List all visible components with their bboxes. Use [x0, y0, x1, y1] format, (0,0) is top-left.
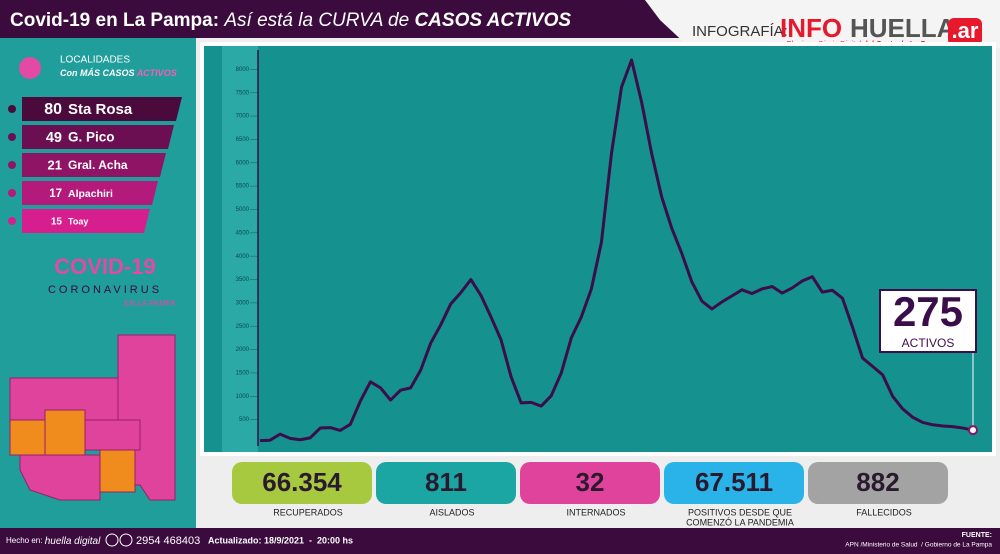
row-bar	[22, 181, 158, 205]
y-tick-label: 4000	[236, 254, 250, 260]
row-count: 80	[44, 101, 62, 118]
row-count: 21	[48, 157, 62, 172]
footer-made: Hecho en: huella digital	[6, 536, 101, 547]
whatsapp-icon	[119, 533, 133, 547]
y-tick-label: 5500	[236, 184, 250, 190]
data-line	[259, 58, 974, 443]
row-name: G. Pico	[68, 130, 115, 145]
footer-updated: Actualizado: 18/9/2021 - 20:00 hs	[208, 535, 353, 545]
brand-band	[645, 0, 1000, 48]
callout-box	[879, 289, 977, 353]
y-tick-label: 7500	[236, 90, 250, 96]
virus-icon	[19, 57, 41, 79]
row-icon	[8, 133, 16, 141]
stat-value: 67.511	[695, 467, 773, 497]
stat-value: 811	[425, 467, 467, 497]
y-tick-label: 3500	[236, 277, 250, 283]
footer-source-title: FUENTE:	[962, 532, 992, 539]
last-point	[968, 425, 978, 436]
row-name: Alpachiri	[68, 188, 113, 200]
stat-box	[664, 462, 804, 504]
y-tick-label: 3000	[236, 300, 250, 306]
made-part: huella digital	[45, 536, 101, 547]
map-region	[19, 454, 101, 501]
brand-ar: .ar	[952, 18, 979, 43]
row-count: 49	[46, 130, 62, 146]
phone-icon	[105, 533, 119, 547]
stats: 66.354 RECUPERADOS 811 AISLADOS 32 INTERNADOS…	[232, 462, 948, 527]
stat-label: POSITIVOS DESDE QUE	[688, 507, 792, 517]
row-icon	[8, 217, 16, 225]
title-part: Covid-19 en La Pampa:	[10, 10, 219, 31]
row-name: Gral. Acha	[68, 158, 128, 172]
y-tick-label: 2500	[236, 324, 250, 330]
row-icon	[8, 161, 16, 169]
row-bar	[22, 97, 182, 121]
brand-huella: HUELLA	[850, 13, 956, 43]
chart-area	[204, 46, 992, 452]
y-tick-label: 1500	[236, 371, 250, 377]
covid-logo-2: CORONAVIRUS	[48, 284, 162, 296]
brand-label: INFOGRAFÍA:	[692, 23, 788, 40]
stat-box	[808, 462, 948, 504]
chart: 500 1000 1500 2000 2500 3000 3500 4000 4500 5000 5…	[236, 50, 978, 446]
stat-value: 66.354	[262, 467, 342, 497]
y-axis-strip	[222, 46, 258, 452]
footer-phone: 2954 468403	[136, 535, 200, 547]
footer-source: APN /Ministerio de Salud / Gobierno de L…	[845, 542, 992, 549]
covid-logo-1: COVID-19	[54, 254, 155, 279]
y-tick-label: 8000	[236, 67, 250, 73]
y-tick-label: 6000	[236, 160, 250, 166]
map-region	[84, 419, 141, 451]
y-tick-label: 7000	[236, 114, 250, 120]
row-count: 17	[49, 188, 62, 200]
map	[9, 334, 176, 501]
stat-box	[376, 462, 516, 504]
covid-logo-3: EN LA PAMPA	[124, 299, 176, 308]
row-name: Toay	[68, 216, 88, 226]
stat-label: RECUPERADOS	[273, 507, 343, 517]
map-region	[99, 449, 136, 493]
subtitle-part: Con MÁS CASOS	[60, 68, 135, 78]
row-bar	[22, 153, 166, 177]
localidades-subtitle: Con MÁS CASOS ACTIVOS	[60, 68, 177, 78]
localidades-list: 80 Sta Rosa 49 G. Pico 21 Gral. Acha 17 Alpachi…	[8, 97, 182, 233]
y-tick-label: 5000	[236, 207, 250, 213]
row-bar	[22, 125, 174, 149]
y-tick-label: 1000	[236, 394, 250, 400]
row-icon	[8, 105, 16, 113]
map-region	[9, 419, 46, 456]
stat-label: INTERNADOS	[566, 507, 625, 517]
y-tick-label: 2000	[236, 347, 250, 353]
subtitle-part: ACTIVOS	[136, 68, 177, 78]
title: Covid-19 en La Pampa: Así está la CURVA …	[10, 10, 571, 31]
title-part: CASOS ACTIVOS	[414, 10, 571, 31]
brand-info: INFO	[780, 13, 842, 43]
stat-value: 32	[576, 467, 605, 497]
map-region	[44, 409, 86, 456]
row-count: 15	[51, 217, 63, 228]
row-bar	[22, 209, 150, 233]
y-tick-label: 4500	[236, 230, 250, 236]
y-tick-label: 500	[239, 417, 250, 423]
stat-label: FALLECIDOS	[856, 507, 912, 517]
row-name: Sta Rosa	[68, 101, 133, 118]
callout-value: 275	[893, 288, 963, 335]
brand-ar-box	[948, 18, 982, 46]
made-part: Hecho en:	[6, 536, 42, 545]
stat-value: 882	[856, 467, 899, 497]
localidades-title: LOCALIDADES	[60, 55, 130, 66]
stat-box	[232, 462, 372, 504]
callout-label: ACTIVOS	[902, 336, 955, 350]
title-part: Así está la CURVA de	[223, 10, 409, 31]
y-tick-label: 6500	[236, 137, 250, 143]
stat-box	[520, 462, 660, 504]
stat-label: AISLADOS	[429, 507, 474, 517]
footer-band	[0, 528, 1000, 554]
stat-label: COMENZÓ LA PANDEMIA	[686, 517, 794, 527]
header-band	[0, 0, 680, 38]
row-icon	[8, 189, 16, 197]
